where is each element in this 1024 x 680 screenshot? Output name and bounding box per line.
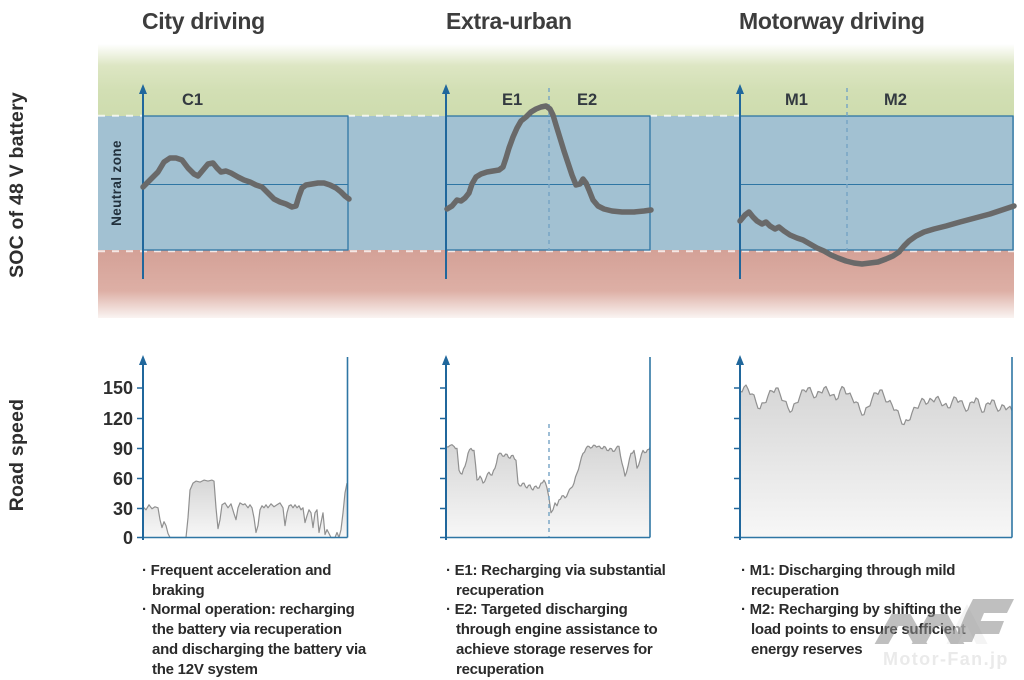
svg-text:Motor-Fan.jp: Motor-Fan.jp — [883, 649, 1009, 669]
